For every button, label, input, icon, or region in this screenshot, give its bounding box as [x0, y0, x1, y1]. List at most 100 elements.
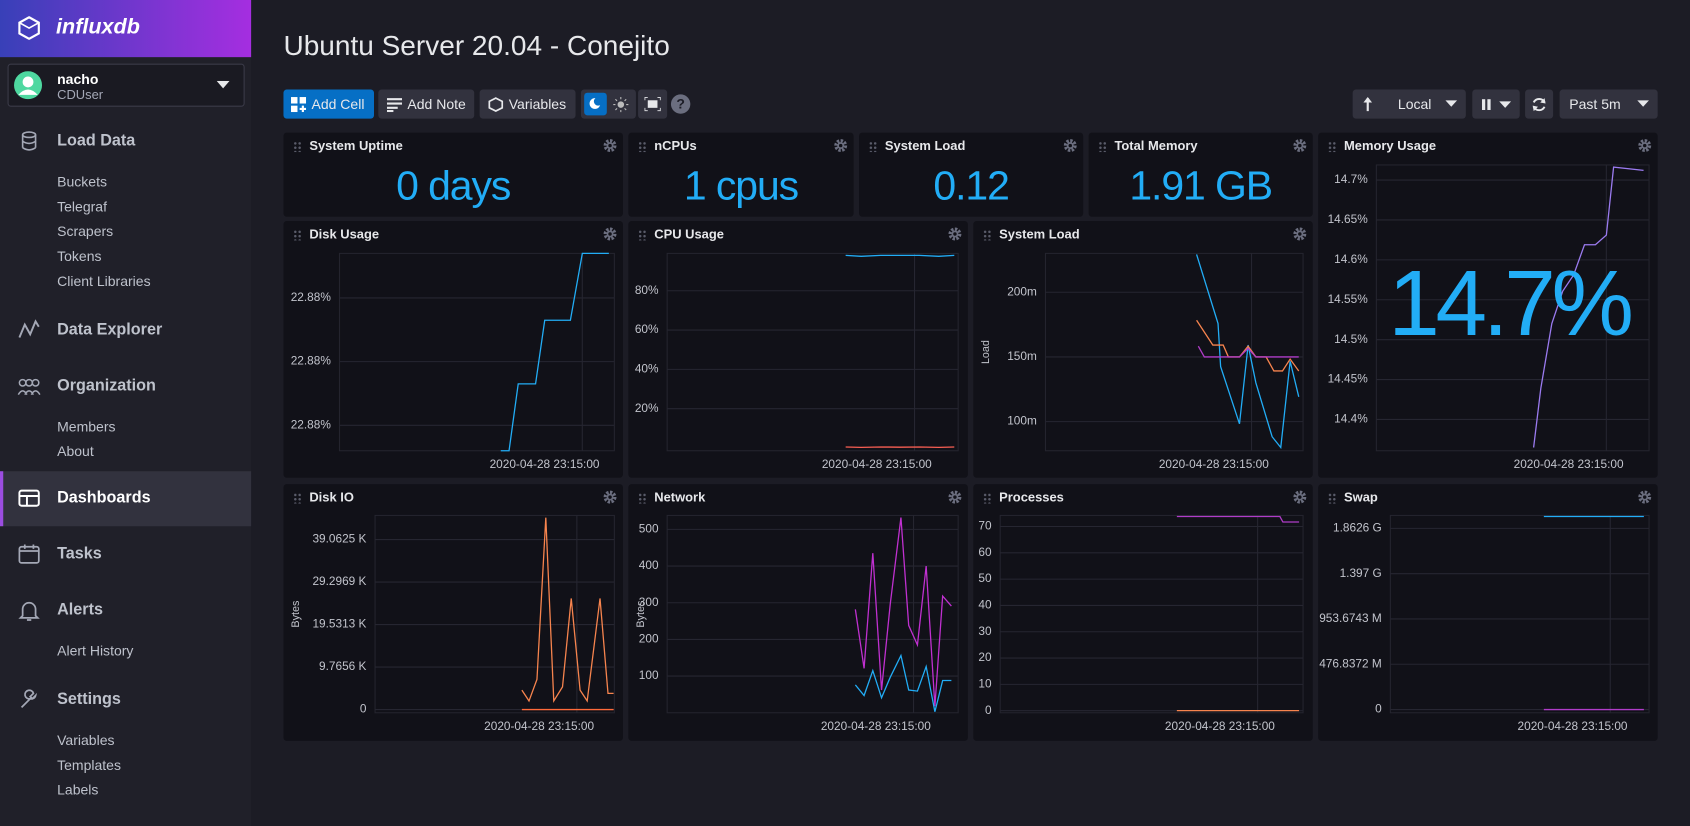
gear [1296, 493, 1304, 501]
pause-dropdown[interactable] [1472, 89, 1520, 119]
cell-title: System Load [999, 226, 1080, 242]
nav-sublink[interactable]: Alert History [57, 642, 134, 659]
cell-title: nCPUs [654, 138, 697, 154]
nav-link[interactable]: Organization [57, 376, 156, 395]
nav-sublink[interactable]: Tokens [57, 248, 102, 265]
cell-settings[interactable] [1063, 138, 1078, 153]
nav-link[interactable]: Dashboards [57, 488, 151, 507]
drag-handle[interactable] [1327, 141, 1337, 153]
user-name: nacho [57, 71, 99, 88]
nav-sublink[interactable]: Templates [57, 756, 121, 774]
refresh-button[interactable] [1525, 89, 1554, 119]
theme-toggle[interactable] [580, 89, 636, 119]
nav-link[interactable]: Alerts [57, 600, 103, 619]
cell-view: 0 476.8372 M 953.6743 M 1.397 G 1.8626 G 2020… [1319, 514, 1650, 733]
add-cell-button[interactable]: Add Cell [283, 89, 375, 119]
cell-title: System Uptime [309, 138, 403, 154]
drag-handle[interactable] [293, 141, 302, 153]
variables-button[interactable]: Variables [479, 89, 576, 119]
drag-handle[interactable] [293, 492, 302, 504]
dark-mode[interactable] [584, 92, 607, 116]
cell-view: 1.91 GB [1129, 163, 1273, 209]
nav-sublink[interactable]: Labels [57, 781, 99, 798]
nav-sublink[interactable]: About [57, 443, 94, 460]
shape [18, 545, 40, 564]
x-tick-label: 2020-04-28 23:15:00 [484, 719, 594, 733]
drag-handle[interactable] [982, 229, 992, 241]
series-line [1195, 254, 1300, 450]
series-line [1176, 515, 1300, 523]
gear [834, 139, 848, 153]
y-tick-label: 14.7% [1334, 172, 1368, 186]
cell-settings[interactable] [1292, 490, 1307, 505]
drag-handle[interactable] [638, 492, 647, 504]
y-tick-label: 29.2969 K [312, 574, 366, 588]
nav-icon [18, 319, 40, 338]
y-tick-label: 22.88% [291, 354, 332, 368]
logo [18, 16, 40, 40]
y-tick-label: 10 [978, 676, 992, 690]
x-tick-label: 2020-04-28 23:15:00 [821, 719, 931, 733]
cell-settings[interactable] [602, 226, 617, 241]
presentation-button[interactable] [638, 89, 668, 119]
light-mode[interactable] [612, 96, 629, 113]
help-button[interactable]: ? [670, 94, 691, 114]
label: Local [1397, 95, 1432, 113]
add-note-button[interactable]: Add Note [378, 89, 475, 119]
page-title: Ubuntu Server 20.04 - Conejito [283, 29, 670, 62]
cell-settings[interactable] [947, 490, 962, 505]
sidebar: influxdb nacho CDUser Load Data Buckets Te… [0, 0, 252, 826]
y-tick-label: 14.6% [1334, 252, 1368, 266]
dashboard-cell: 0 10 20 30 40 50 60 70 2020-04-28 23:15:00 Proces… [973, 484, 1313, 741]
y-tick-label: 14.5% [1334, 332, 1368, 346]
cell-settings[interactable] [1637, 138, 1652, 153]
dashboard-cell: 100 200 300 400 500 2020-04-28 23:15:00 Bytes N… [628, 484, 968, 741]
gear [603, 227, 617, 241]
time-range-dropdown[interactable]: Past 5m [1559, 89, 1658, 119]
gear [1296, 142, 1304, 150]
drag-handle[interactable] [982, 492, 992, 504]
timezone-dropdown[interactable]: Local [1352, 89, 1466, 119]
dashboard-cell: 0 days System Uptime [283, 132, 623, 217]
series-line [845, 254, 955, 257]
cell-settings[interactable] [1637, 490, 1652, 505]
label: Past 5m [1569, 95, 1621, 113]
cell-settings[interactable] [602, 138, 617, 153]
drag-handle[interactable] [293, 229, 302, 241]
cell-settings[interactable] [602, 490, 617, 505]
dashboard-cell: 22.88% 22.88% 22.88% 2020-04-28 23:15:00 Dis… [283, 221, 623, 478]
drag-handle[interactable] [868, 141, 878, 153]
plot-frame [1389, 514, 1650, 714]
cell-settings[interactable] [1292, 138, 1307, 153]
cell-settings[interactable] [947, 226, 962, 241]
gear [1638, 490, 1652, 504]
label: Variables [508, 95, 567, 113]
drag-handle[interactable] [1098, 141, 1107, 153]
nav-sublink[interactable]: Variables [57, 732, 115, 749]
drag-handle[interactable] [638, 229, 647, 241]
nav-sublink[interactable]: Scrapers [57, 223, 114, 240]
cell-view: 14.4% 14.45% 14.5% 14.55% 14.6% 14.65% 14.7% 20… [1328, 164, 1650, 471]
drag-handle[interactable] [638, 141, 647, 153]
y-tick-label: 30 [978, 624, 992, 638]
nav-link[interactable]: Data Explorer [57, 320, 163, 339]
cell-settings[interactable] [833, 138, 848, 153]
cell-view: 20% 40% 60% 80% 2020-04-28 23:15:00 [635, 252, 959, 471]
nav-sublink[interactable]: Client Libraries [57, 272, 151, 289]
stat-value: 0.12 [933, 163, 1008, 209]
drag-handle[interactable] [1327, 492, 1337, 504]
nav-link[interactable]: Tasks [57, 544, 102, 563]
nav-sublink[interactable]: Members [57, 418, 116, 435]
brand-bar: influxdb [0, 0, 252, 58]
plot-frame [666, 252, 959, 452]
nav-sublink[interactable]: Buckets [57, 173, 107, 190]
nav-link[interactable]: Load Data [57, 131, 136, 150]
nav-link[interactable]: Settings [57, 690, 121, 709]
cell-settings[interactable] [1292, 226, 1307, 241]
gear [948, 490, 962, 504]
user-menu[interactable]: nacho CDUser [7, 63, 245, 107]
cell-title: CPU Usage [654, 226, 724, 242]
y-tick-label: 200 [639, 632, 659, 646]
series-line [1197, 345, 1299, 358]
nav-sublink[interactable]: Telegraf [57, 198, 107, 215]
